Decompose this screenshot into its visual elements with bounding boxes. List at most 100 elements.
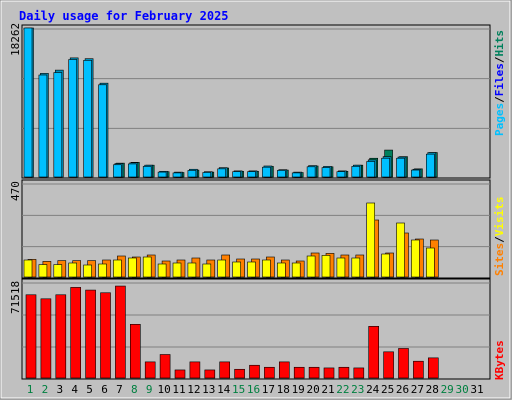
- x-tick-label-23: 23: [351, 383, 364, 396]
- bar-visits-26: [396, 222, 405, 278]
- bar-kbytes-12: [189, 361, 201, 379]
- x-tick-label-26: 26: [396, 383, 409, 396]
- bar-visits-1: [23, 259, 33, 278]
- bar-kbytes-1: [25, 294, 37, 379]
- x-tick-label-30: 30: [455, 383, 468, 396]
- bar-visits-14: [217, 259, 226, 278]
- x-tick-label-13: 13: [202, 383, 215, 396]
- x-tick-label-31: 31: [470, 383, 483, 396]
- bar-kbytes-3: [55, 294, 67, 379]
- legend-sep-3: /: [493, 236, 506, 243]
- bar-kbytes-28: [427, 357, 439, 379]
- bar-visits-22: [336, 257, 346, 278]
- bar-visits-8: [128, 257, 137, 278]
- bar-visits-10: [157, 263, 167, 278]
- bar-hits-23: [351, 166, 361, 178]
- bar-visits-15: [232, 261, 241, 278]
- x-tick-label-11: 11: [172, 383, 185, 396]
- bar-kbytes-21: [323, 367, 335, 379]
- bar-kbytes-4: [70, 287, 81, 379]
- x-tick-label-21: 21: [321, 383, 334, 396]
- bar-hits-4: [68, 59, 77, 178]
- bar-hits-18: [276, 170, 286, 178]
- bar-kbytes-2: [40, 298, 52, 379]
- x-tick-label-27: 27: [411, 383, 424, 396]
- bar-visits-28: [425, 247, 435, 278]
- top-legend: Pages/Files/Hits: [493, 30, 506, 136]
- bar-hits-12: [187, 170, 197, 178]
- bar-visits-5: [83, 264, 92, 278]
- bar-visits-4: [68, 262, 77, 278]
- bar-visits-19: [291, 262, 301, 278]
- bar-kbytes-5: [85, 289, 96, 379]
- bar-hits-5: [83, 60, 92, 178]
- bar-hits-10: [157, 171, 167, 178]
- bar-kbytes-25: [383, 351, 394, 379]
- bar-kbytes-10: [159, 354, 171, 379]
- x-tick-label-15: 15: [232, 383, 245, 396]
- bar-kbytes-13: [204, 369, 216, 379]
- bar-hits-28: [425, 153, 435, 178]
- top-max-label: 18262: [9, 23, 22, 56]
- x-tick-label-25: 25: [381, 383, 394, 396]
- x-tick-label-12: 12: [187, 383, 200, 396]
- bar-kbytes-16: [249, 364, 260, 379]
- bar-hits-9: [142, 166, 152, 178]
- bar-visits-27: [411, 239, 420, 278]
- bar-kbytes-15: [234, 368, 245, 379]
- panel-bottom: [21, 278, 491, 380]
- x-tick-label-9: 9: [146, 383, 153, 396]
- bar-hits-11: [172, 172, 182, 178]
- x-tick-label-8: 8: [131, 383, 138, 396]
- bar-visits-18: [276, 262, 286, 278]
- bar-visits-7: [113, 259, 122, 278]
- bar-hits-22: [336, 171, 346, 178]
- bar-hits-2: [38, 74, 48, 178]
- bar-hits-16: [247, 171, 256, 178]
- x-tick-label-6: 6: [101, 383, 108, 396]
- bottom-max-label: 71518: [9, 281, 22, 314]
- bar-hits-3: [53, 72, 63, 178]
- bar-kbytes-19: [293, 366, 305, 379]
- bottom-panel-plot-area: [21, 278, 491, 380]
- bar-visits-17: [262, 259, 271, 278]
- bar-visits-3: [53, 264, 63, 278]
- bar-hits-21: [321, 167, 331, 178]
- x-tick-label-28: 28: [426, 383, 439, 396]
- bar-kbytes-26: [398, 348, 409, 379]
- x-tick-label-29: 29: [441, 383, 454, 396]
- x-tick-label-24: 24: [366, 383, 380, 396]
- x-tick-label-22: 22: [336, 383, 349, 396]
- bar-hits-26: [396, 157, 405, 178]
- x-tick-label-20: 20: [306, 383, 319, 396]
- x-tick-label-10: 10: [157, 383, 170, 396]
- bar-hits-27: [411, 169, 420, 178]
- bar-hits-24: [366, 161, 376, 178]
- bar-visits-24: [366, 202, 376, 278]
- legend-pages: Pages: [493, 103, 506, 136]
- bar-visits-23: [351, 257, 361, 278]
- bar-hits-14: [217, 168, 226, 178]
- bar-kbytes-8: [130, 324, 141, 379]
- bar-visits-16: [247, 261, 256, 278]
- x-tick-label-2: 2: [42, 383, 49, 396]
- x-tick-label-18: 18: [277, 383, 290, 396]
- legend-sites: Sites: [493, 243, 506, 276]
- bar-kbytes-23: [353, 367, 365, 379]
- bar-hits-8: [128, 163, 137, 178]
- bar-visits-6: [98, 263, 107, 278]
- x-tick-label-16: 16: [247, 383, 260, 396]
- bar-kbytes-11: [174, 369, 186, 379]
- x-tick-label-1: 1: [27, 383, 34, 396]
- x-tick-label-3: 3: [56, 383, 63, 396]
- bar-kbytes-7: [115, 285, 126, 379]
- x-tick-label-19: 19: [292, 383, 305, 396]
- bar-hits-6: [98, 84, 107, 178]
- x-tick-label-7: 7: [116, 383, 123, 396]
- legend-sep-2: /: [493, 56, 506, 63]
- middle-max-label: 470: [9, 181, 22, 201]
- bar-kbytes-6: [100, 292, 111, 379]
- bar-visits-20: [306, 255, 316, 278]
